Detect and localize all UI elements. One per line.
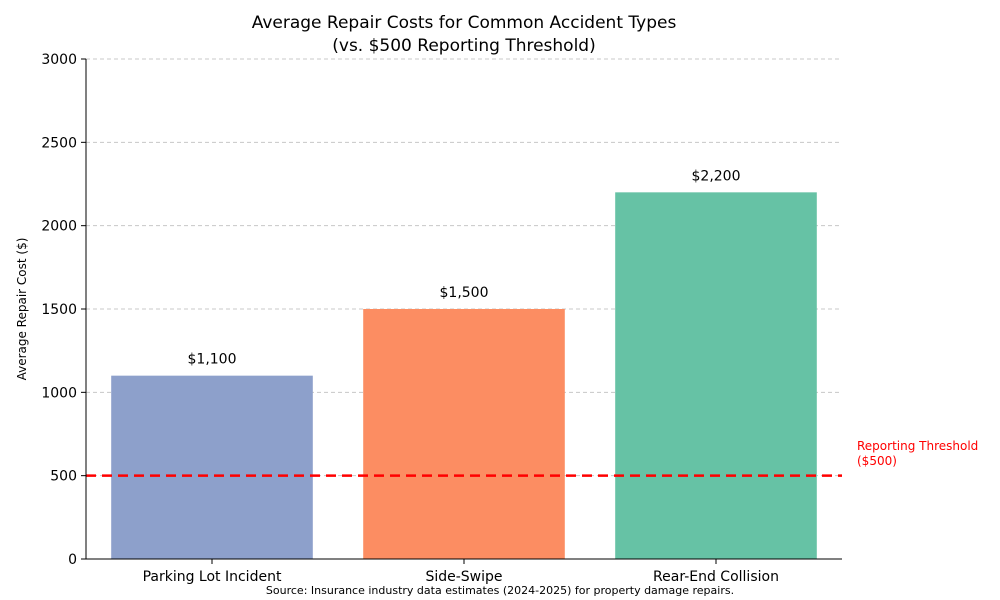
y-axis-label: Average Repair Cost ($) [15,238,29,381]
bars [111,192,817,560]
y-tick-label: 2500 [41,135,77,151]
y-tick-label: 500 [50,469,77,485]
y-tick-label: 1500 [41,302,77,318]
source-note: Source: Insurance industry data estimate… [266,584,734,597]
y-tick-label: 1000 [41,385,77,401]
chart-title: Average Repair Costs for Common Accident… [252,13,677,33]
y-tick-label: 2000 [41,219,77,235]
x-tick-label: Parking Lot Incident [143,569,282,585]
chart-subtitle: (vs. $500 Reporting Threshold) [332,36,595,56]
data-label: $1,100 [188,352,237,368]
bar-side-swipe [363,309,565,559]
data-label: $2,200 [692,168,741,184]
y-ticks: 0 500 1000 1500 2000 2500 3000 [41,52,86,568]
x-tick-label: Side-Swipe [425,569,502,585]
y-tick-label: 0 [68,552,77,568]
y-tick-label: 3000 [41,52,77,68]
data-label: $1,500 [440,285,489,301]
threshold-label-line2: ($500) [857,454,897,468]
threshold-label-line1: Reporting Threshold [857,439,978,453]
data-labels: $1,100 $1,500 $2,200 [188,168,741,367]
x-ticks: Parking Lot Incident Side-Swipe Rear-End C… [143,559,779,585]
x-tick-label: Rear-End Collision [653,569,779,585]
bar-rear-end-collision [615,192,817,560]
bar-parking-lot-incident [111,375,313,559]
